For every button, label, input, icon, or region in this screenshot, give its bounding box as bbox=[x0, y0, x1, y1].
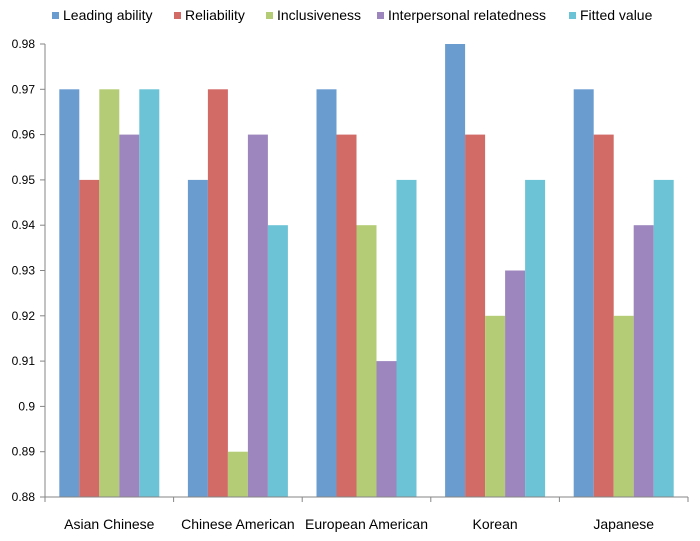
bar bbox=[633, 225, 654, 497]
bars bbox=[59, 44, 674, 498]
x-category-label: European American bbox=[305, 516, 428, 532]
bar bbox=[316, 89, 337, 498]
legend-swatch bbox=[174, 12, 181, 19]
bar bbox=[573, 89, 594, 498]
bar bbox=[119, 134, 140, 497]
x-axis-ticks bbox=[44, 497, 689, 502]
bar bbox=[485, 315, 506, 497]
legend: Leading ability Reliability Inclusiveness I… bbox=[52, 7, 653, 23]
bar bbox=[613, 315, 634, 497]
bar bbox=[336, 134, 357, 497]
bar bbox=[99, 89, 120, 498]
x-category-label: Korean bbox=[473, 516, 518, 532]
y-tick-label: 0.91 bbox=[12, 354, 36, 368]
bar bbox=[207, 89, 228, 498]
bar bbox=[465, 134, 486, 497]
x-category-label: Japanese bbox=[593, 516, 654, 532]
x-axis-labels: Asian Chinese Chinese American European Am… bbox=[64, 516, 654, 532]
bar bbox=[525, 179, 546, 497]
legend-label: Fitted value bbox=[580, 7, 653, 23]
y-tick-label: 0.93 bbox=[12, 264, 36, 278]
bar bbox=[247, 134, 268, 497]
bar bbox=[59, 89, 80, 498]
legend-swatch bbox=[52, 12, 59, 19]
x-category-label: Asian Chinese bbox=[64, 516, 154, 532]
bar bbox=[593, 134, 614, 497]
legend-label: Reliability bbox=[185, 7, 245, 23]
legend-swatch bbox=[266, 12, 273, 19]
bar bbox=[505, 270, 526, 497]
bar bbox=[445, 44, 466, 497]
bar bbox=[227, 451, 248, 497]
legend-swatch bbox=[377, 12, 384, 19]
y-tick-label: 0.89 bbox=[12, 445, 36, 459]
y-tick-label: 0.95 bbox=[12, 173, 36, 187]
y-tick-label: 0.94 bbox=[12, 218, 36, 232]
y-tick-label: 0.97 bbox=[12, 82, 36, 96]
bar bbox=[267, 225, 288, 497]
y-axis-ticks: 0.88 0.89 0.9 0.91 0.92 0.93 0.94 0.95 0.96 0.97 0… bbox=[12, 37, 45, 504]
bar bbox=[139, 89, 160, 498]
y-tick-label: 0.92 bbox=[12, 309, 36, 323]
bar bbox=[653, 179, 674, 497]
bar bbox=[79, 179, 100, 497]
x-category-label: Chinese American bbox=[181, 516, 295, 532]
bar bbox=[356, 225, 377, 497]
legend-label: Leading ability bbox=[63, 7, 153, 23]
bar bbox=[396, 179, 417, 497]
y-tick-label: 0.9 bbox=[18, 399, 35, 413]
y-tick-label: 0.88 bbox=[12, 490, 36, 504]
legend-label: Inclusiveness bbox=[277, 7, 361, 23]
legend-swatch bbox=[569, 12, 576, 19]
bar bbox=[376, 361, 397, 497]
legend-label: Interpersonal relatedness bbox=[388, 7, 546, 23]
y-tick-label: 0.98 bbox=[12, 37, 36, 51]
y-tick-label: 0.96 bbox=[12, 128, 36, 142]
bar bbox=[187, 179, 208, 497]
